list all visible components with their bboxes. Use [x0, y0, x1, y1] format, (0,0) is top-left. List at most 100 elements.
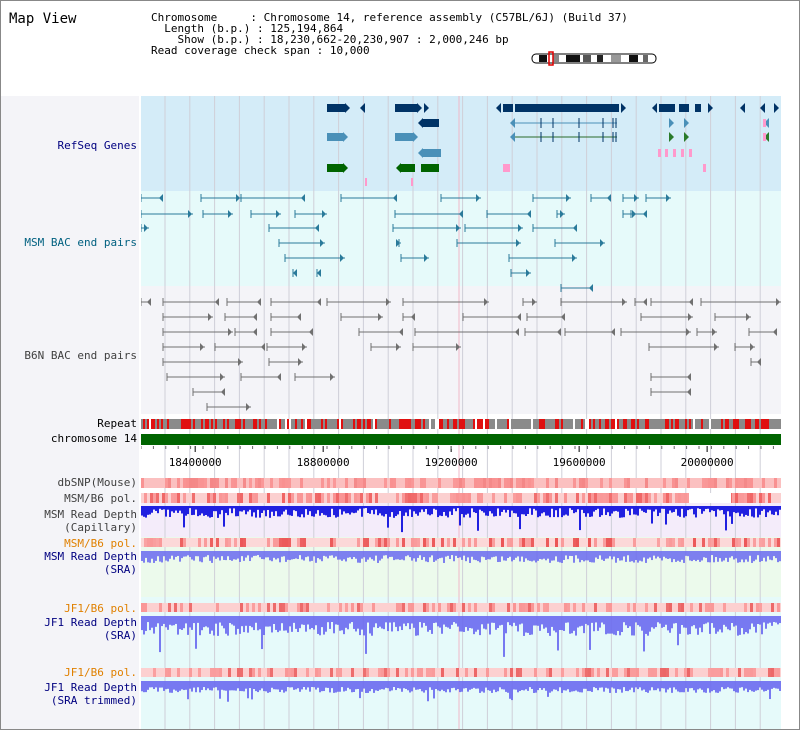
- repeat-mark: [767, 419, 769, 429]
- msm-capillary-depth-bar: [525, 506, 527, 517]
- msm-capillary-depth-bar: [493, 506, 495, 517]
- jf1-sra-depth-bar: [583, 616, 585, 634]
- msm-capillary-depth-bar: [627, 506, 629, 511]
- jf1-sra-depth-bar: [289, 616, 291, 627]
- msm-capillary-depth-bar: [257, 506, 259, 510]
- msm-sra-depth-bar: [761, 551, 763, 562]
- jf1-pol-strip-1-mark: [690, 603, 693, 612]
- jf1-trimmed-depth-bar: [713, 681, 715, 691]
- jf1-trimmed-depth-bar: [303, 681, 305, 688]
- jf1-sra-depth-bar: [497, 616, 499, 629]
- track-label-jf1-depth-trim[interactable]: JF1 Read Depth: [44, 681, 137, 694]
- msm-sra-depth-bar: [331, 551, 333, 556]
- jf1-trimmed-depth-bar: [511, 681, 513, 701]
- dbsnp-strip-mark: [579, 478, 582, 488]
- jf1-trimmed-depth-bar: [571, 681, 573, 692]
- msm-sra-depth-bar: [265, 551, 267, 558]
- repeat-mark: [205, 419, 207, 429]
- jf1-sra-depth-bar: [463, 616, 465, 632]
- msm-capillary-depth-bar: [583, 506, 585, 514]
- jf1-sra-depth-bar: [217, 616, 219, 636]
- jf1-sra-depth-bar: [341, 616, 343, 631]
- msm-sra-depth-bar: [423, 551, 425, 558]
- chromosome-ideogram[interactable]: [1, 1, 800, 81]
- msm-sra-depth-bar: [175, 551, 177, 557]
- track-label-msm-bac[interactable]: MSM BAC end pairs: [24, 236, 137, 249]
- msm-sra-depth-bar: [157, 551, 159, 557]
- msm-sra-depth-bar: [413, 551, 415, 559]
- repeat-mark: [429, 419, 431, 429]
- jf1-trimmed-depth-bar: [341, 681, 343, 688]
- jf1-pol-strip-2-mark: [546, 668, 549, 677]
- jf1-sra-depth-bar: [637, 616, 639, 626]
- msm-sra-depth-bar: [753, 551, 755, 562]
- msm-capillary-depth-bar: [371, 506, 373, 511]
- msm-capillary-depth-bar: [749, 506, 751, 510]
- jf1-sra-depth-bar: [469, 616, 471, 629]
- jf1-trimmed-depth-bar: [603, 681, 605, 692]
- jf1-sra-depth-bar: [617, 616, 619, 631]
- repeat-mark: [359, 419, 361, 429]
- msm-pol-strip-2-mark: [462, 538, 465, 547]
- track-label-jf1-pol-1[interactable]: JF1/B6 pol.: [64, 602, 137, 615]
- msm-capillary-depth-bar: [211, 506, 213, 518]
- msm-sra-depth-bar: [383, 551, 385, 556]
- repeat-mark: [357, 419, 359, 429]
- msm-pol-strip-2-mark: [432, 538, 435, 547]
- dbsnp-strip-mark: [186, 478, 189, 488]
- track-label-msm-pol-1[interactable]: MSM/B6 pol.: [64, 492, 137, 505]
- track-label-msm-pol-2[interactable]: MSM/B6 pol.: [64, 537, 137, 550]
- tracks-canvas[interactable]: 18400000 18800000 19200000 19600000 20000000: [141, 96, 781, 729]
- msm-pol-strip-1-mark: [249, 493, 252, 503]
- dbsnp-strip-mark: [762, 478, 765, 488]
- jf1-sra-depth-bar: [697, 616, 699, 635]
- msm-pol-strip-1-mark: [420, 493, 423, 503]
- ideogram-band: [643, 55, 648, 62]
- jf1-sra-depth-bar: [471, 616, 473, 629]
- msm-sra-depth-bar: [219, 551, 221, 561]
- msm-pol-strip-1-mark: [675, 493, 678, 503]
- dbsnp-strip-mark: [675, 478, 678, 488]
- track-area[interactable]: 18400000 18800000 19200000 19600000 20000000: [141, 96, 781, 729]
- track-label-jf1-depth-sra[interactable]: JF1 Read Depth: [44, 616, 137, 629]
- track-label-repeat[interactable]: Repeat: [97, 417, 137, 430]
- track-label-msm-depth-sra[interactable]: MSM Read Depth: [44, 550, 137, 563]
- jf1-trimmed-depth-bar: [517, 681, 519, 693]
- msm-pol-strip-1-mark: [537, 493, 540, 503]
- jf1-sra-depth-bar: [597, 616, 599, 631]
- msm-capillary-depth-bar: [393, 506, 395, 518]
- track-label-msm-depth-cap[interactable]: MSM Read Depth: [44, 508, 137, 521]
- msm-pol-strip-1-mark: [519, 493, 522, 503]
- msm-pol-strip-2-mark: [225, 538, 228, 547]
- msm-sra-depth-bar: [177, 551, 179, 556]
- msm-capillary-depth-bar: [389, 506, 391, 517]
- jf1-sra-depth-bar: [707, 616, 709, 623]
- track-label-b6n-bac[interactable]: B6N BAC end pairs: [24, 349, 137, 362]
- jf1-sra-depth-bar: [143, 616, 145, 635]
- dbsnp-strip-mark: [357, 478, 360, 488]
- msm-capillary-depth-bar: [197, 506, 199, 517]
- jf1-sra-depth-bar: [747, 616, 749, 634]
- span-label: Read coverage check span: [151, 44, 310, 57]
- track-label-dbsnp[interactable]: dbSNP(Mouse): [57, 476, 137, 489]
- repeat-mark: [485, 419, 487, 429]
- jf1-pol-strip-2-mark: [636, 668, 639, 677]
- track-label-chromosome[interactable]: chromosome 14: [50, 432, 137, 445]
- jf1-sra-depth-bar: [153, 616, 155, 634]
- jf1-sra-depth-bar: [333, 616, 335, 634]
- msm-sra-depth-bar: [601, 551, 603, 560]
- track-label-jf1-pol-2[interactable]: JF1/B6 pol.: [64, 666, 137, 679]
- msm-capillary-depth-bar: [713, 506, 715, 512]
- msm-sra-depth-bar: [695, 551, 697, 562]
- jf1-sra-depth-bar: [591, 616, 593, 623]
- dbsnp-strip-mark: [507, 478, 510, 488]
- jf1-sra-depth-bar: [659, 616, 661, 624]
- jf1-trimmed-depth-bar: [311, 681, 313, 688]
- jf1-trimmed-depth-bar: [421, 681, 423, 692]
- msm-sra-depth-bar: [213, 551, 215, 557]
- jf1-sra-depth-bar: [727, 616, 729, 630]
- msm-capillary-depth-bar: [665, 506, 667, 525]
- track-label-refseq[interactable]: RefSeq Genes: [57, 139, 137, 152]
- jf1-sra-depth-bar: [453, 616, 455, 623]
- msm-pol-strip-2-mark: [681, 538, 684, 547]
